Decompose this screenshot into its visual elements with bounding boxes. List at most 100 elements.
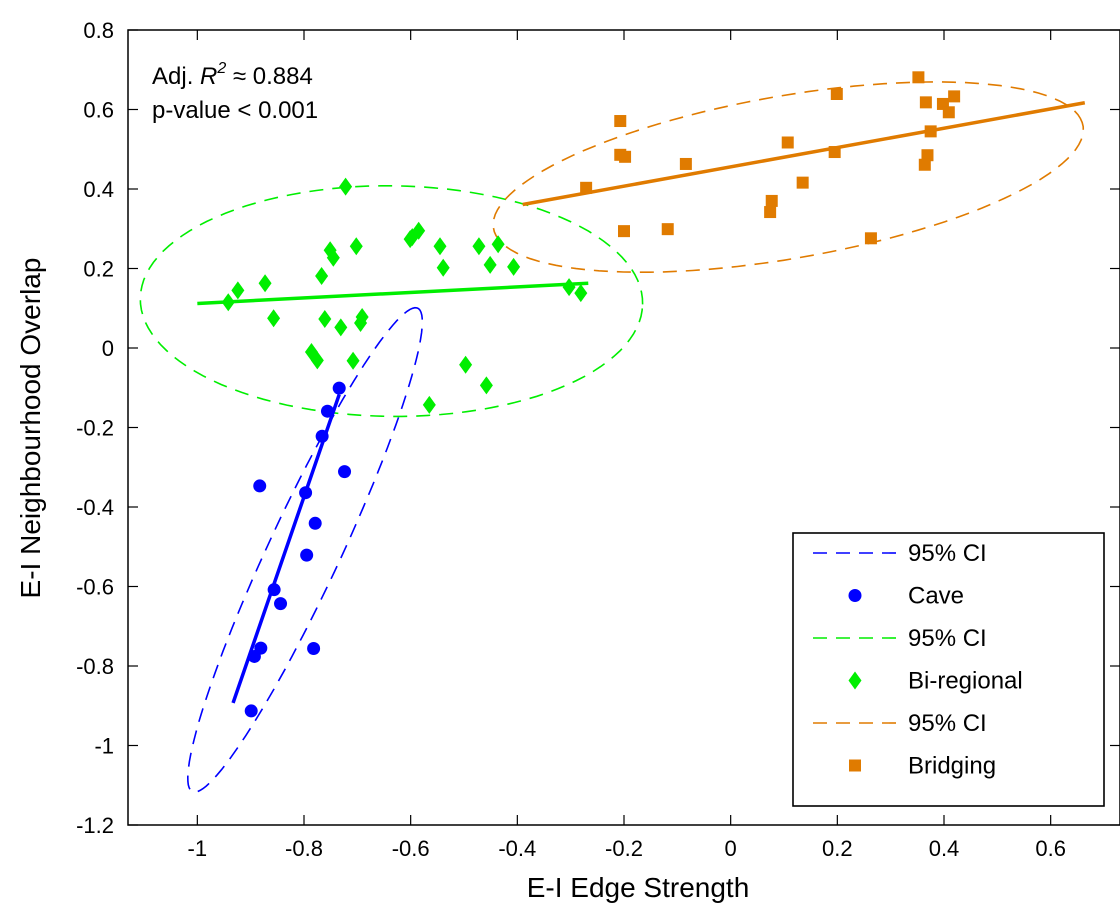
point-cave <box>299 486 313 500</box>
point-bridging <box>580 181 593 194</box>
y-tick-label: -0.4 <box>76 495 114 520</box>
point-bridging <box>921 149 934 162</box>
y-tick-label: 0.2 <box>83 257 114 282</box>
y-axis-ticks: 0.8 0.6 0.4 0.2 0 -0.2 -0.4 -0.6 -0.8 -1 -1.2 <box>76 18 1120 838</box>
point-bridging <box>796 176 809 189</box>
x-tick-label: -0.8 <box>285 836 323 861</box>
point-bi-regional <box>231 281 245 300</box>
point-bi-regional <box>436 258 450 277</box>
point-bridging <box>919 96 932 109</box>
legend-marker-bi-regional <box>848 671 862 690</box>
y-tick-label: -0.2 <box>76 416 114 441</box>
point-bi-regional <box>221 293 235 312</box>
point-cave <box>308 516 322 530</box>
point-bridging <box>918 158 931 171</box>
point-bi-regional <box>507 257 521 276</box>
x-tick-label: -0.2 <box>605 836 643 861</box>
point-cave <box>315 429 329 443</box>
point-bridging <box>924 125 937 138</box>
point-cave <box>300 548 314 562</box>
x-tick-label: -1 <box>188 836 208 861</box>
legend: 95% CI Cave 95% CI Bi-regional 95% CI Bridgin… <box>792 532 1105 807</box>
point-cave <box>320 404 334 418</box>
x-axis-ticks: -1 -0.8 -0.6 -0.4 -0.2 0 0.2 0.4 0.6 <box>188 30 1066 861</box>
point-bi-regional <box>491 235 505 254</box>
point-bridging <box>765 194 778 207</box>
r2-annotation: Adj. R2 ≈ 0.884 <box>152 60 313 90</box>
y-tick-label: -1.2 <box>76 813 114 838</box>
point-bi-regional <box>310 351 324 370</box>
pvalue-annotation: p-value < 0.001 <box>152 97 318 124</box>
point-bi-regional <box>472 237 486 256</box>
x-tick-label: 0 <box>725 836 737 861</box>
point-bridging <box>661 223 674 236</box>
legend-label: Cave <box>908 583 964 610</box>
x-tick-label: 0.4 <box>929 836 960 861</box>
legend-label: Bridging <box>908 753 996 780</box>
stats-annotation: Adj. R2 ≈ 0.884 p-value < 0.001 <box>152 60 318 124</box>
point-cave <box>244 704 258 718</box>
point-bridging <box>948 90 961 103</box>
point-bi-regional <box>433 237 447 256</box>
fit-line-bridging <box>522 101 1086 207</box>
ci-ellipse-bridging <box>492 81 1085 273</box>
point-bi-regional <box>422 395 436 414</box>
point-bi-regional <box>483 255 497 274</box>
point-bridging <box>864 232 877 245</box>
point-bi-regional <box>267 309 281 328</box>
point-cave <box>247 649 261 663</box>
point-bi-regional <box>459 355 473 374</box>
legend-label: 95% CI <box>908 625 987 652</box>
y-tick-label: -0.6 <box>76 575 114 600</box>
point-cave <box>267 583 281 597</box>
ci-ellipse-bi-regional <box>139 185 644 418</box>
x-axis-title: E-I Edge Strength <box>527 872 750 903</box>
legend-marker-bridging <box>849 759 861 772</box>
y-axis-title: E-I Neighbourhood Overlap <box>15 258 46 599</box>
point-cave <box>332 381 346 395</box>
legend-label: 95% CI <box>908 710 987 737</box>
point-bi-regional <box>574 284 588 303</box>
point-bi-regional <box>349 237 363 256</box>
x-tick-label: 0.2 <box>822 836 853 861</box>
point-cave <box>274 597 288 611</box>
point-cave <box>253 479 267 493</box>
data-points <box>221 71 961 718</box>
point-bi-regional <box>315 267 329 286</box>
legend-label: Bi-regional <box>908 668 1023 695</box>
r2-prefix: Adj. <box>152 63 200 90</box>
point-bridging <box>619 150 632 163</box>
r2-exponent: 2 <box>216 60 226 77</box>
point-bi-regional <box>258 274 272 293</box>
point-bi-regional <box>334 318 348 337</box>
legend-label: 95% CI <box>908 540 987 567</box>
point-bi-regional <box>318 309 332 328</box>
x-tick-label: -0.4 <box>498 836 536 861</box>
y-tick-label: -1 <box>94 734 114 759</box>
point-bridging <box>764 206 777 219</box>
point-bi-regional <box>339 177 353 196</box>
point-bridging <box>828 146 841 159</box>
r2-symbol: R <box>200 63 217 90</box>
y-tick-label: 0.8 <box>83 18 114 43</box>
point-bi-regional <box>354 313 368 332</box>
point-bi-regional <box>326 248 340 267</box>
r2-value: ≈ 0.884 <box>226 63 313 90</box>
point-cave <box>307 642 321 656</box>
y-tick-label: 0.4 <box>83 177 114 202</box>
y-tick-label: 0.6 <box>83 98 114 123</box>
point-bi-regional <box>405 228 419 247</box>
legend-marker-cave <box>848 589 862 602</box>
point-bridging <box>614 115 627 128</box>
y-tick-label: 0 <box>102 336 114 361</box>
point-cave <box>338 465 352 479</box>
x-tick-label: 0.6 <box>1035 836 1066 861</box>
legend-box <box>792 532 1105 807</box>
point-bridging <box>912 71 925 84</box>
point-bi-regional <box>346 351 360 370</box>
point-bridging <box>942 106 955 119</box>
point-bridging <box>830 87 843 100</box>
point-bi-regional <box>562 278 576 297</box>
point-bridging <box>781 136 794 149</box>
